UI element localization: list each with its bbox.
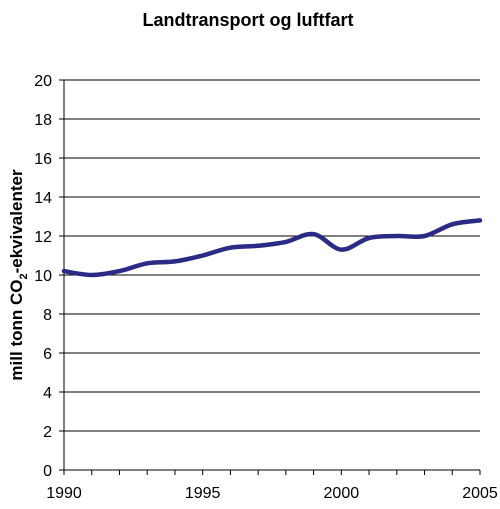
data-point-2000 [339, 247, 344, 252]
data-point-1998 [283, 239, 288, 244]
y-tick-label: 4 [43, 385, 52, 402]
y-tick-label: 16 [34, 151, 52, 168]
data-point-1991 [89, 273, 94, 277]
data-point-2003 [422, 234, 427, 238]
data-point-2002 [394, 234, 399, 238]
y-tick-label: 8 [43, 307, 52, 324]
y-tick-label: 12 [34, 229, 52, 246]
y-tick-label: 18 [34, 112, 52, 129]
axes [59, 79, 481, 475]
y-tick-labels: 0 2 4 6 8 10 12 14 16 18 20 [34, 73, 52, 480]
data-point-1995 [200, 253, 205, 258]
y-tick-label: 6 [43, 346, 52, 363]
series-group [61, 218, 483, 278]
data-point-1997 [256, 243, 261, 248]
data-point-2004 [450, 222, 455, 227]
data-point-1993 [145, 261, 150, 266]
data-point-1990 [62, 269, 66, 274]
data-point-1994 [172, 259, 177, 264]
series-line-0 [61, 218, 483, 278]
x-tick-label: 2005 [462, 485, 498, 502]
x-tick-label: 1990 [46, 485, 82, 502]
x-tick-label: 2000 [324, 485, 360, 502]
y-tick-label: 0 [43, 463, 52, 480]
x-tick-label: 1995 [185, 485, 221, 502]
data-point-2001 [367, 235, 372, 240]
y-tick-label: 2 [43, 424, 52, 441]
chart-title: Landtransport og luftfart [143, 10, 354, 30]
data-point-2005 [478, 218, 482, 223]
data-point-1996 [228, 245, 233, 250]
y-tick-label: 20 [34, 73, 52, 90]
y-tick-label: 10 [34, 268, 52, 285]
gridlines [64, 79, 480, 432]
x-tick-labels: 1990 1995 2000 2005 [46, 485, 498, 502]
data-point-1999 [311, 232, 316, 237]
data-point-1992 [117, 269, 122, 274]
y-tick-label: 14 [34, 190, 52, 207]
y-axis-label: mill tonn CO2-ekvivalenter [7, 169, 30, 381]
